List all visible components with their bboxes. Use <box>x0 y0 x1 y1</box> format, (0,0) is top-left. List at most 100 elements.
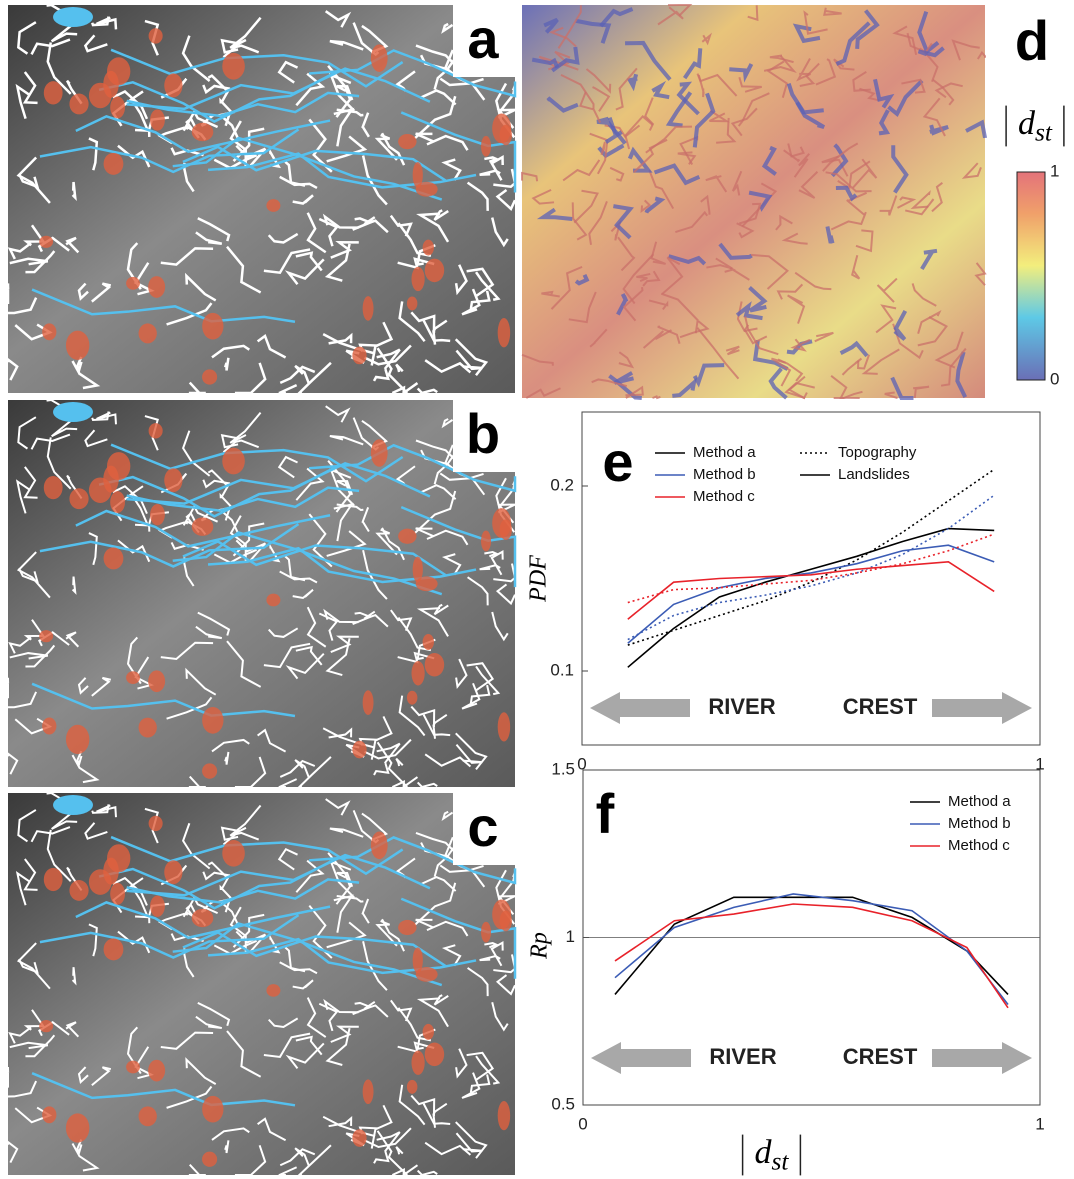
landslide <box>164 860 183 885</box>
drainage-line <box>397 1007 432 1042</box>
drainage-line <box>170 147 204 157</box>
landslide <box>202 312 224 340</box>
river <box>126 486 360 512</box>
drainage-line <box>77 677 89 695</box>
drainage-line <box>416 997 449 1028</box>
ridge <box>667 4 693 17</box>
ridge <box>589 328 608 348</box>
drainage-line <box>467 576 489 606</box>
drainage-line <box>213 548 258 564</box>
valley <box>748 286 768 313</box>
drainage-line <box>134 656 154 690</box>
drainage-line <box>226 1030 262 1078</box>
drainage-line <box>96 16 118 30</box>
landslide <box>69 488 89 510</box>
drainage-line <box>294 364 311 385</box>
drainage-line <box>220 433 241 449</box>
valley <box>835 21 871 66</box>
drainage-line <box>284 555 306 582</box>
lake <box>53 7 93 27</box>
drainage-line <box>7 241 32 260</box>
landslide <box>164 73 183 98</box>
label-box <box>453 5 515 77</box>
drainage-line <box>263 642 311 669</box>
arrow-right <box>932 1042 1032 1074</box>
drainage-line <box>454 264 468 296</box>
ridge <box>568 291 597 324</box>
valley <box>917 10 940 55</box>
drainage-line <box>51 419 78 438</box>
ridge <box>822 142 859 172</box>
drainage-line <box>455 744 483 764</box>
valley <box>599 7 634 28</box>
drainage-line <box>376 1131 401 1153</box>
ridge <box>531 188 555 205</box>
drainage-line <box>71 754 100 784</box>
ridge <box>796 58 811 82</box>
river <box>126 878 360 904</box>
ridge <box>675 210 709 234</box>
ridge <box>951 39 980 61</box>
river <box>39 523 300 568</box>
ridge <box>541 290 560 298</box>
river <box>400 897 517 979</box>
ridge <box>814 331 834 343</box>
drainage-line <box>398 301 426 343</box>
ridge <box>769 54 794 64</box>
river <box>126 91 360 118</box>
drainage-line <box>389 214 413 237</box>
landslide <box>43 81 63 105</box>
valley <box>893 309 908 341</box>
ridge <box>821 155 849 177</box>
drainage-line <box>395 1146 404 1155</box>
river <box>31 1072 296 1107</box>
landslide <box>164 468 183 493</box>
drainage-line <box>207 861 230 891</box>
ridge <box>697 74 705 98</box>
ridge <box>592 86 611 112</box>
drainage-line <box>336 871 354 888</box>
valley <box>665 91 693 128</box>
drainage-line <box>328 73 356 112</box>
drainage-line <box>202 84 231 95</box>
ridge <box>861 348 900 375</box>
drainage-line <box>84 429 108 448</box>
drainage-line <box>370 1104 393 1149</box>
drainage-line <box>112 90 149 120</box>
line <box>627 544 995 644</box>
valley <box>613 204 635 240</box>
ridge <box>657 325 681 344</box>
drainage-line <box>15 479 31 514</box>
drainage-line <box>398 695 426 737</box>
river <box>39 128 300 174</box>
drainage-line <box>278 778 298 788</box>
ridge <box>803 10 828 35</box>
ridge <box>622 286 644 322</box>
drainage-line <box>30 433 71 450</box>
landslide <box>65 1113 90 1143</box>
valley <box>625 40 672 81</box>
landslide <box>362 1079 374 1105</box>
drainage-line <box>441 553 462 576</box>
drainage-line <box>306 997 327 1038</box>
ridge <box>852 158 878 189</box>
drainage-line <box>329 39 364 51</box>
ridge <box>548 26 577 48</box>
drainage-line <box>495 583 516 606</box>
ridge <box>744 316 779 356</box>
drainage-line <box>219 492 232 521</box>
ridge <box>833 390 863 399</box>
drainage-line <box>390 999 413 1022</box>
drainage-line <box>493 954 517 974</box>
drainage-line <box>23 619 46 641</box>
landslide <box>106 452 131 481</box>
line <box>627 533 995 604</box>
landslide <box>138 323 157 344</box>
y-tick-label: 0.1 <box>550 660 574 679</box>
drainage-line <box>6 357 19 381</box>
river <box>39 914 300 959</box>
drainage-line <box>296 1144 332 1176</box>
ridge <box>636 272 651 283</box>
drainage-line <box>226 245 262 294</box>
annotation: RIVER <box>708 694 775 719</box>
